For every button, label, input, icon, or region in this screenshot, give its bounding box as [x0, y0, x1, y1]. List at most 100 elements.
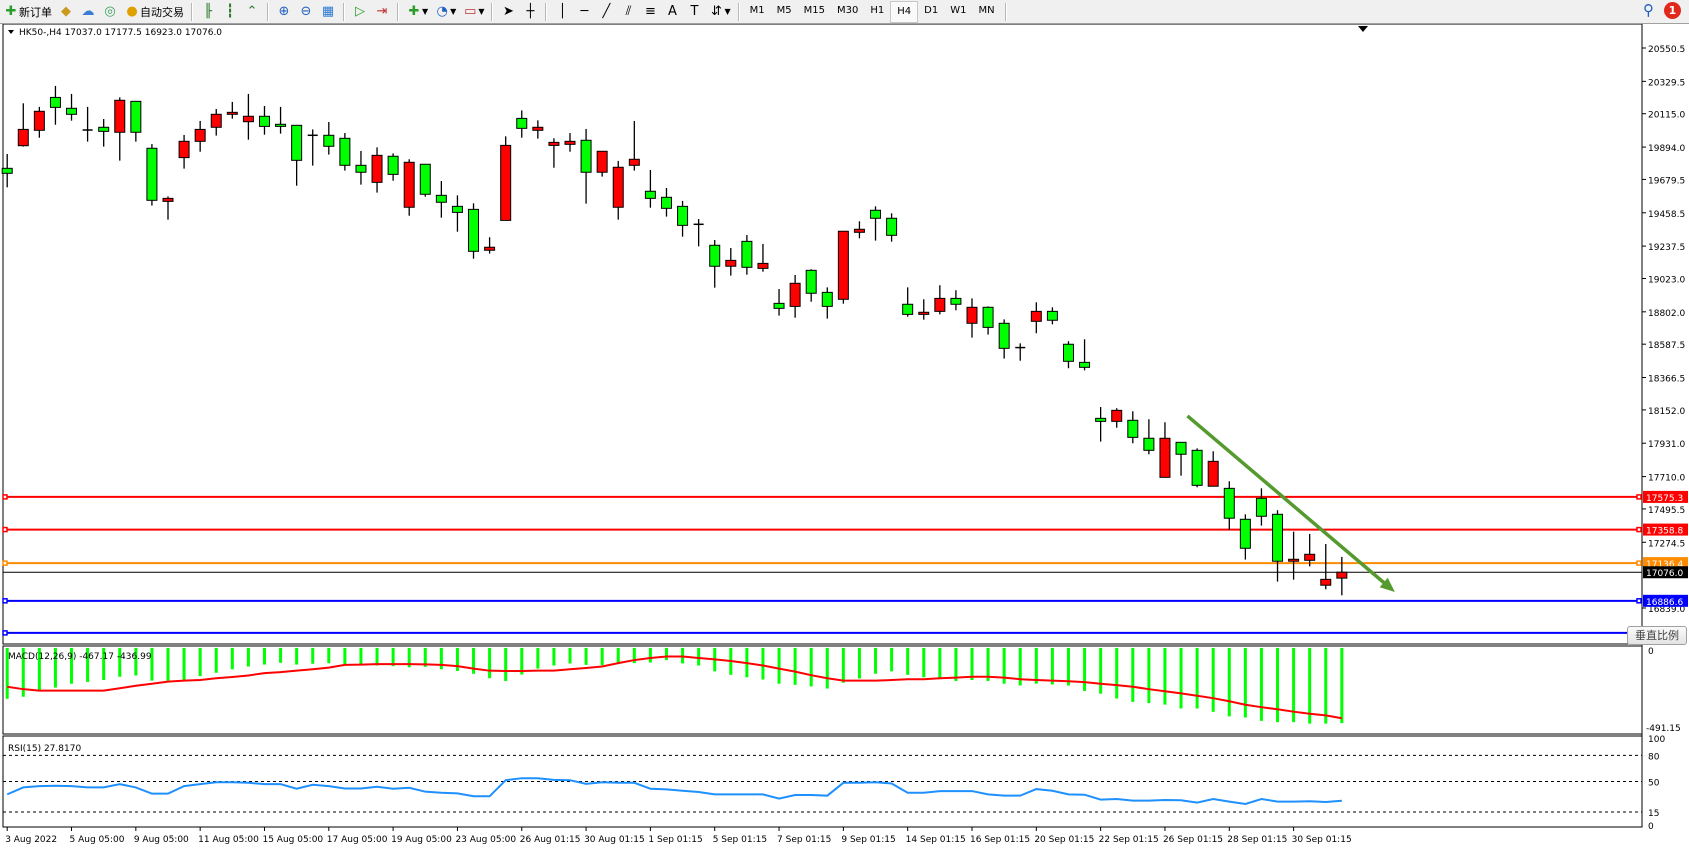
- candle: [693, 219, 704, 247]
- candle-body: [1239, 518, 1251, 549]
- candle: [484, 237, 496, 254]
- cursor-button[interactable]: ➤: [497, 2, 519, 22]
- timeframe-w1[interactable]: W1: [950, 4, 967, 16]
- indicators-button[interactable]: ✚ ▼: [403, 2, 431, 22]
- timeframe-h1[interactable]: H1: [870, 4, 885, 16]
- bid-label-bg: [1643, 566, 1688, 579]
- text-label-button[interactable]: T: [683, 2, 705, 22]
- bar-chart-button[interactable]: ╟: [197, 2, 219, 22]
- timeframe-m1[interactable]: M1: [749, 4, 765, 16]
- crosshair-button[interactable]: ┼: [519, 2, 541, 22]
- price-tick-label: 18366.5: [1648, 375, 1685, 385]
- candle-body: [950, 297, 962, 305]
- candle-body: [484, 246, 496, 251]
- candle-body: [821, 291, 833, 307]
- candle: [355, 150, 367, 185]
- candlestick-button[interactable]: ┇: [219, 2, 241, 22]
- line-handle: [1636, 494, 1642, 500]
- candle: [291, 124, 303, 186]
- auto-trade-button[interactable]: ● 自动交易: [121, 2, 187, 22]
- candle: [1111, 408, 1123, 428]
- candle-body: [757, 262, 769, 269]
- zoom-out-icon: ⊖: [300, 3, 312, 19]
- collapse-triangle-icon: [8, 30, 14, 34]
- zoom-out-button[interactable]: ⊖: [295, 2, 317, 22]
- chart-shift-icon: ⇥: [376, 3, 388, 19]
- line-chart-button[interactable]: ⌃: [241, 2, 263, 22]
- time-tick-label: 7 Sep 01:15: [777, 835, 831, 845]
- fibonacci-button[interactable]: ≡: [639, 2, 661, 22]
- price-tick-label: 19458.5: [1648, 210, 1685, 220]
- notification-badge[interactable]: 1: [1664, 1, 1681, 19]
- macd-signal-line: [7, 655, 1343, 720]
- candle-body: [870, 209, 882, 219]
- candle-body: [902, 303, 914, 315]
- signals-button[interactable]: ◎: [99, 2, 121, 22]
- candle: [966, 298, 978, 338]
- timeframe-mn[interactable]: MN: [978, 4, 995, 16]
- candle: [307, 129, 318, 166]
- candle: [178, 134, 190, 169]
- candle: [1288, 531, 1300, 580]
- data-window-button[interactable]: ☁: [77, 2, 99, 22]
- timeframe-m30[interactable]: M30: [836, 4, 859, 16]
- price-chart[interactable]: HK50-,H4 17037.0 17177.5 16923.0 17076.0…: [0, 24, 1689, 849]
- zoom-in-icon: ⊕: [278, 3, 290, 19]
- zoom-in-button[interactable]: ⊕: [273, 2, 295, 22]
- equidistant-channel-button[interactable]: ⫽: [617, 2, 639, 22]
- timeframe-m15[interactable]: M15: [803, 4, 825, 16]
- periods-button[interactable]: ◔ ▼: [431, 2, 459, 22]
- candle: [49, 85, 61, 125]
- price-tick-label: 18587.5: [1648, 341, 1685, 351]
- candle-body: [66, 107, 78, 115]
- timeframe-d1[interactable]: D1: [924, 4, 939, 16]
- arrows-button[interactable]: ⇵ ▼: [705, 2, 733, 22]
- time-tick-label: 19 Aug 05:00: [391, 835, 452, 845]
- vertical-line-button[interactable]: │: [551, 2, 573, 22]
- templates-button[interactable]: ▭ ▼: [459, 2, 487, 22]
- rsi-label: RSI(15) 27.8170: [8, 744, 81, 754]
- candle-body: [966, 306, 978, 324]
- separator: [191, 2, 193, 21]
- candle: [757, 243, 769, 272]
- candle-body: [500, 144, 512, 221]
- candle: [1143, 419, 1155, 455]
- candle: [644, 169, 656, 208]
- price-line-label: 16886.6: [1646, 598, 1683, 608]
- new-order-button[interactable]: ✚ 新订单: [0, 2, 55, 22]
- candle: [242, 93, 254, 140]
- timeframe-m5[interactable]: M5: [776, 4, 792, 16]
- candle: [853, 221, 865, 239]
- time-tick-label: 26 Sep 01:15: [1163, 835, 1223, 845]
- candle-body: [709, 244, 721, 267]
- separator: [1004, 2, 1007, 21]
- time-tick-label: 23 Aug 05:00: [455, 835, 516, 845]
- price-line-label: 17136.4: [1646, 560, 1683, 570]
- timeframe-h4[interactable]: H4: [890, 0, 919, 23]
- search-icon[interactable]: ⚲: [1643, 1, 1654, 19]
- text-button[interactable]: A: [661, 2, 683, 22]
- candle: [982, 306, 994, 335]
- candle: [580, 128, 592, 204]
- candle: [564, 133, 576, 152]
- candle: [1223, 481, 1235, 530]
- trendline-button[interactable]: ╱: [595, 2, 617, 22]
- market-watch-button[interactable]: ◆: [55, 2, 77, 22]
- candle-body: [886, 217, 898, 236]
- horizontal-line-icon: ─: [580, 3, 589, 19]
- candle-body: [355, 164, 367, 173]
- chart-shift-marker-icon: [1358, 26, 1368, 32]
- signal-icon: ◎: [104, 3, 116, 19]
- candle-body: [178, 140, 190, 159]
- candle-body: [162, 197, 174, 202]
- rsi-tick-label: 100: [1648, 735, 1665, 745]
- tile-windows-button[interactable]: ▦: [317, 2, 339, 22]
- chart-shift-button[interactable]: ⇥: [371, 2, 393, 22]
- horizontal-line-button[interactable]: ─: [573, 2, 595, 22]
- trend-arrow-line: [1186, 414, 1388, 587]
- auto-scroll-button[interactable]: ▷: [349, 2, 371, 22]
- vertical-scale-button[interactable]: 垂直比例: [1627, 626, 1687, 645]
- candle: [789, 275, 801, 318]
- candle-body: [435, 194, 447, 203]
- candle: [741, 235, 753, 275]
